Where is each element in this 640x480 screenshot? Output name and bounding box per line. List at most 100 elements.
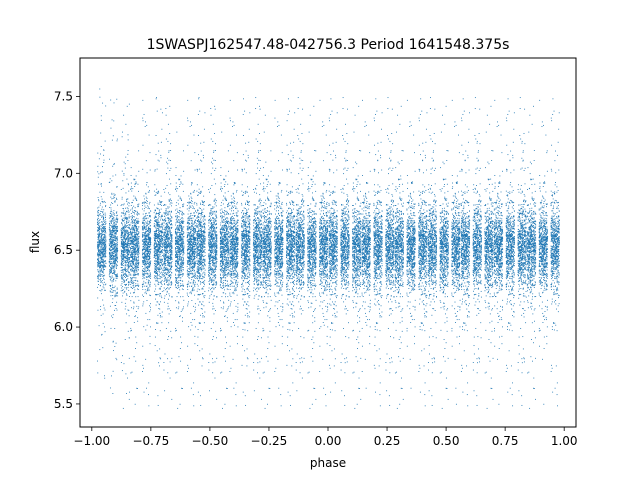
data-point <box>153 223 155 225</box>
data-point <box>137 230 138 232</box>
data-point <box>144 241 145 243</box>
data-point <box>175 274 177 276</box>
data-point <box>105 223 106 225</box>
data-point <box>122 227 124 229</box>
data-point <box>147 290 149 292</box>
data-point <box>109 259 111 261</box>
data-point <box>142 236 144 238</box>
data-point <box>157 204 159 206</box>
data-point <box>143 263 145 265</box>
data-point <box>137 243 139 244</box>
data-point <box>130 280 132 282</box>
data-point <box>104 246 106 248</box>
data-point <box>159 269 160 271</box>
data-point <box>104 256 106 258</box>
data-point <box>162 219 163 221</box>
data-point <box>127 271 129 273</box>
data-point <box>116 218 118 220</box>
data-point <box>130 231 131 233</box>
data-point <box>97 212 99 214</box>
data-point <box>165 227 167 229</box>
data-point <box>126 222 128 224</box>
data-point <box>142 282 144 284</box>
data-point <box>110 245 112 246</box>
data-point <box>116 237 118 239</box>
data-point <box>145 121 146 123</box>
data-point <box>99 249 101 250</box>
data-point <box>123 247 125 249</box>
data-point <box>156 260 158 262</box>
data-point <box>110 238 112 240</box>
data-point <box>127 208 129 210</box>
data-point <box>161 225 163 227</box>
data-point <box>171 245 173 247</box>
data-point <box>125 250 127 252</box>
data-point <box>146 387 147 389</box>
data-point <box>120 230 122 232</box>
data-point <box>132 252 134 254</box>
data-point <box>124 234 126 236</box>
data-point <box>125 270 127 272</box>
data-point <box>132 256 134 258</box>
data-point <box>134 243 135 245</box>
data-point <box>166 273 168 275</box>
data-point <box>97 264 99 266</box>
data-point <box>122 252 124 254</box>
data-point <box>116 242 118 244</box>
data-point <box>158 150 160 152</box>
data-point <box>115 224 117 226</box>
data-point <box>177 262 179 264</box>
data-point <box>171 234 173 235</box>
data-point <box>153 190 155 192</box>
data-point <box>183 243 185 245</box>
data-point <box>101 252 102 254</box>
data-point <box>170 257 172 259</box>
data-point <box>135 175 137 177</box>
data-point <box>159 243 161 245</box>
data-point <box>124 291 126 293</box>
data-point <box>116 222 118 224</box>
data-point <box>123 114 125 116</box>
data-point <box>109 252 111 254</box>
data-point <box>97 230 99 232</box>
data-point <box>137 254 139 256</box>
data-point <box>144 263 146 265</box>
data-point <box>171 259 173 260</box>
data-point <box>179 348 181 349</box>
data-point <box>115 342 117 344</box>
data-point <box>141 270 143 272</box>
data-point <box>133 302 135 304</box>
data-point <box>146 293 147 295</box>
data-point <box>99 256 101 258</box>
data-point <box>183 221 185 223</box>
data-point <box>120 278 122 280</box>
data-point <box>124 260 126 262</box>
data-point <box>132 244 134 246</box>
data-point <box>112 266 114 268</box>
data-point <box>114 249 116 251</box>
data-point <box>98 232 100 234</box>
data-point <box>156 264 158 266</box>
data-point <box>101 279 103 281</box>
data-point <box>123 248 125 250</box>
data-point <box>123 246 124 248</box>
data-point <box>133 236 135 238</box>
data-point <box>110 230 112 232</box>
data-point <box>181 222 182 223</box>
data-point <box>136 262 138 264</box>
data-point <box>157 223 159 225</box>
data-point <box>143 227 145 228</box>
data-point <box>176 262 178 264</box>
data-point <box>176 218 178 220</box>
data-point <box>149 335 151 337</box>
data-point <box>110 235 112 237</box>
data-point <box>158 241 160 243</box>
data-point <box>158 160 160 162</box>
data-point <box>97 277 99 279</box>
data-point <box>154 236 156 237</box>
data-point <box>182 285 184 287</box>
data-point <box>98 227 100 229</box>
data-point <box>131 246 133 247</box>
data-point <box>121 228 123 229</box>
data-point <box>97 220 99 222</box>
